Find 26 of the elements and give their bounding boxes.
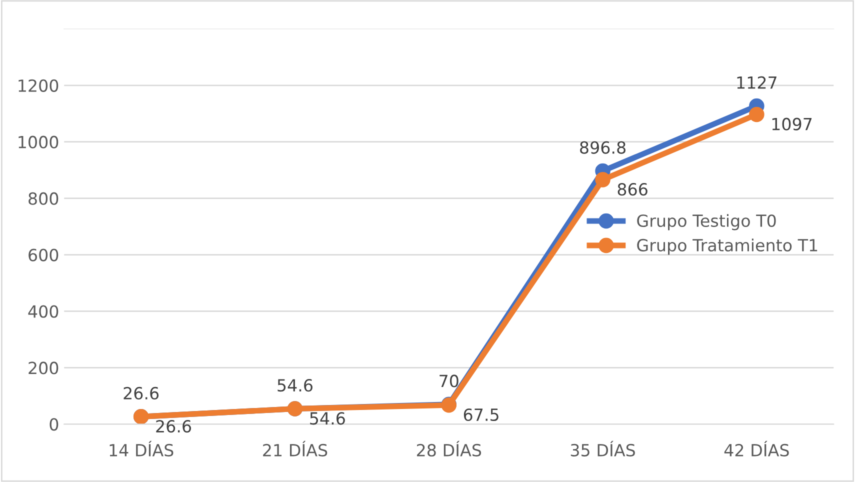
x-tick-label: 21 DÍAS bbox=[263, 440, 328, 457]
data-label: 866 bbox=[618, 183, 648, 196]
data-label: 1127 bbox=[737, 76, 776, 89]
point bbox=[749, 106, 764, 122]
y-tick-label: 400 bbox=[28, 305, 58, 318]
data-label: 26.6 bbox=[156, 420, 192, 433]
data-label: 1097 bbox=[772, 118, 812, 130]
data-label: 26.6 bbox=[124, 386, 159, 400]
y-tick-label: 1000 bbox=[18, 136, 58, 148]
data-label: 896.8 bbox=[580, 141, 626, 154]
x-tick-label: 35 DÍAS bbox=[570, 440, 635, 457]
y-tick-label: 1200 bbox=[18, 79, 58, 92]
data-label: 67.5 bbox=[464, 408, 498, 422]
y-tick-label: 0 bbox=[50, 418, 58, 431]
legend-label: Grupo Tratamiento T1 bbox=[637, 238, 818, 255]
y-tick-label: 800 bbox=[28, 192, 58, 205]
x-tick-label: 28 DÍAS bbox=[416, 440, 482, 457]
data-label: 54.6 bbox=[278, 379, 312, 392]
x-tick-label: 14 DÍAS bbox=[110, 440, 174, 457]
y-tick-label: 200 bbox=[28, 362, 58, 374]
point bbox=[595, 172, 610, 188]
data-label: 54.6 bbox=[310, 412, 345, 425]
data-label: 70 bbox=[440, 374, 458, 388]
y-tick-label: 600 bbox=[28, 248, 58, 262]
legend-label: Grupo Testigo T0 bbox=[637, 214, 776, 230]
x-tick-label: 42 DÍAS bbox=[724, 440, 789, 457]
